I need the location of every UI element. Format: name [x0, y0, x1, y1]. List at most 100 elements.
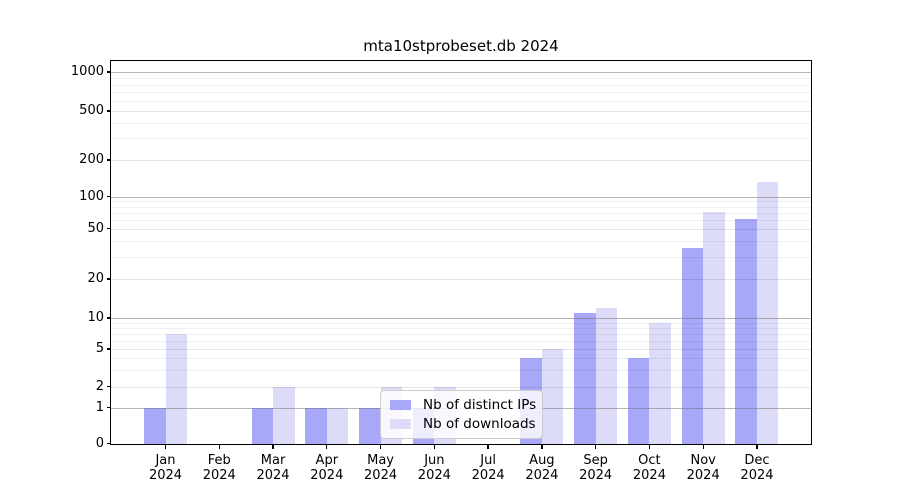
- x-tick-year: 2024: [579, 467, 613, 483]
- y-tick-label: 200: [79, 152, 104, 167]
- y-tick-mark: [107, 278, 111, 280]
- gridline-major: [111, 318, 811, 319]
- x-tick-mark: [379, 445, 382, 449]
- x-tick-label: Dec 2024: [725, 453, 789, 483]
- x-tick-label: Sep 2024: [564, 453, 628, 483]
- gridline: [111, 228, 811, 230]
- legend: Nb of distinct IPs Nb of downloads: [380, 390, 543, 439]
- gridline: [111, 349, 811, 350]
- x-tick-mark: [541, 445, 543, 449]
- x-tick-mark: [702, 445, 704, 449]
- x-tick-label: Jul 2024: [456, 453, 520, 483]
- gridline-minor: [111, 100, 811, 102]
- gridline-minor: [111, 201, 811, 203]
- x-tick-year: 2024: [202, 467, 236, 483]
- legend-item: Nb of downloads: [390, 416, 542, 432]
- y-tick-label: 1: [95, 399, 104, 415]
- y-tick-label: 10: [87, 310, 104, 325]
- gridline-minor: [111, 122, 811, 124]
- legend-item: Nb of distinct IPs: [390, 397, 542, 413]
- y-tick-mark: [107, 195, 111, 198]
- gridline: [111, 386, 811, 388]
- y-tick-label: 0: [95, 435, 104, 451]
- gridline-minor: [111, 84, 811, 86]
- bar-downloads-oct: [649, 322, 671, 444]
- x-tick-year: 2024: [417, 467, 451, 483]
- bar-distinct-ips-apr: [305, 407, 327, 444]
- x-tick-month: Nov: [690, 453, 716, 468]
- gridline-minor: [111, 240, 811, 242]
- x-tick-month: Jun: [424, 453, 445, 468]
- legend-label: Nb of downloads: [423, 416, 536, 432]
- x-tick-year: 2024: [364, 467, 398, 483]
- x-tick-mark: [487, 445, 489, 449]
- x-tick-mark: [164, 445, 167, 449]
- x-tick-month: Jan: [155, 453, 176, 468]
- y-tick-mark: [107, 348, 111, 350]
- gridline-major: [111, 196, 811, 198]
- x-tick-mark: [433, 445, 435, 449]
- x-tick-mark: [218, 445, 220, 449]
- y-tick-label: 50: [87, 220, 104, 236]
- gridline-minor: [111, 138, 811, 140]
- x-tick-mark: [326, 445, 328, 449]
- x-tick-mark: [648, 445, 651, 449]
- gridline: [111, 279, 811, 280]
- gridline-minor: [111, 256, 811, 258]
- gridline-minor: [111, 340, 811, 342]
- x-tick-year: 2024: [310, 467, 344, 483]
- y-tick-label: 5: [95, 341, 104, 356]
- x-tick-label: Oct 2024: [617, 453, 681, 483]
- y-tick-label: 1000: [70, 64, 104, 79]
- y-tick-mark: [107, 110, 111, 112]
- x-tick-month: Mar: [260, 453, 286, 468]
- x-tick-label: Apr 2024: [295, 453, 359, 483]
- y-tick-mark: [107, 406, 111, 409]
- gridline-minor: [111, 212, 811, 214]
- x-tick-label: May 2024: [349, 453, 413, 483]
- x-tick-month: Sep: [583, 453, 608, 468]
- bar-distinct-ips-jan: [144, 407, 166, 444]
- y-tick-mark: [107, 71, 111, 73]
- bar-distinct-ips-dec: [735, 219, 757, 444]
- x-tick-year: 2024: [632, 467, 666, 483]
- gridline-minor: [111, 92, 811, 94]
- x-tick-month: Jul: [480, 453, 496, 468]
- x-tick-mark: [595, 445, 597, 449]
- x-tick-year: 2024: [686, 467, 720, 483]
- x-tick-month: May: [367, 453, 395, 468]
- legend-swatch-downloads: [390, 419, 411, 429]
- gridline-minor: [111, 327, 811, 329]
- x-tick-month: Apr: [315, 453, 339, 468]
- y-tick-label: 20: [87, 271, 104, 286]
- x-tick-label: Nov 2024: [671, 453, 735, 483]
- x-tick-year: 2024: [740, 467, 774, 483]
- y-tick-label: 500: [79, 103, 104, 118]
- y-tick-label: 2: [95, 378, 104, 394]
- x-tick-year: 2024: [471, 467, 505, 483]
- y-tick-mark: [107, 227, 111, 230]
- x-tick-label: Mar 2024: [241, 453, 305, 483]
- bar-downloads-nov: [703, 211, 725, 444]
- bar-downloads-sep: [595, 307, 618, 444]
- bar-downloads-apr: [326, 407, 349, 444]
- gridline: [111, 111, 811, 112]
- bar-distinct-ips-mar: [251, 407, 274, 444]
- chart-title: mta10stprobeset.db 2024: [363, 37, 559, 55]
- gridline-minor: [111, 369, 811, 371]
- plot-area: Nb of distinct IPs Nb of downloads: [110, 60, 812, 445]
- gridline-minor: [111, 333, 811, 335]
- bar-distinct-ips-sep: [574, 312, 596, 444]
- x-tick-month: Oct: [638, 453, 661, 468]
- x-tick-year: 2024: [256, 467, 290, 483]
- y-tick-mark: [107, 159, 111, 161]
- gridline-minor: [111, 206, 811, 208]
- x-tick-mark: [272, 445, 274, 449]
- y-tick-label: 100: [79, 188, 104, 204]
- gridline-minor: [111, 77, 811, 79]
- y-tick-mark: [107, 317, 111, 319]
- x-tick-label: Feb 2024: [187, 453, 251, 483]
- legend-swatch-distinct-ips: [390, 400, 411, 410]
- x-tick-label: Jan 2024: [134, 453, 198, 483]
